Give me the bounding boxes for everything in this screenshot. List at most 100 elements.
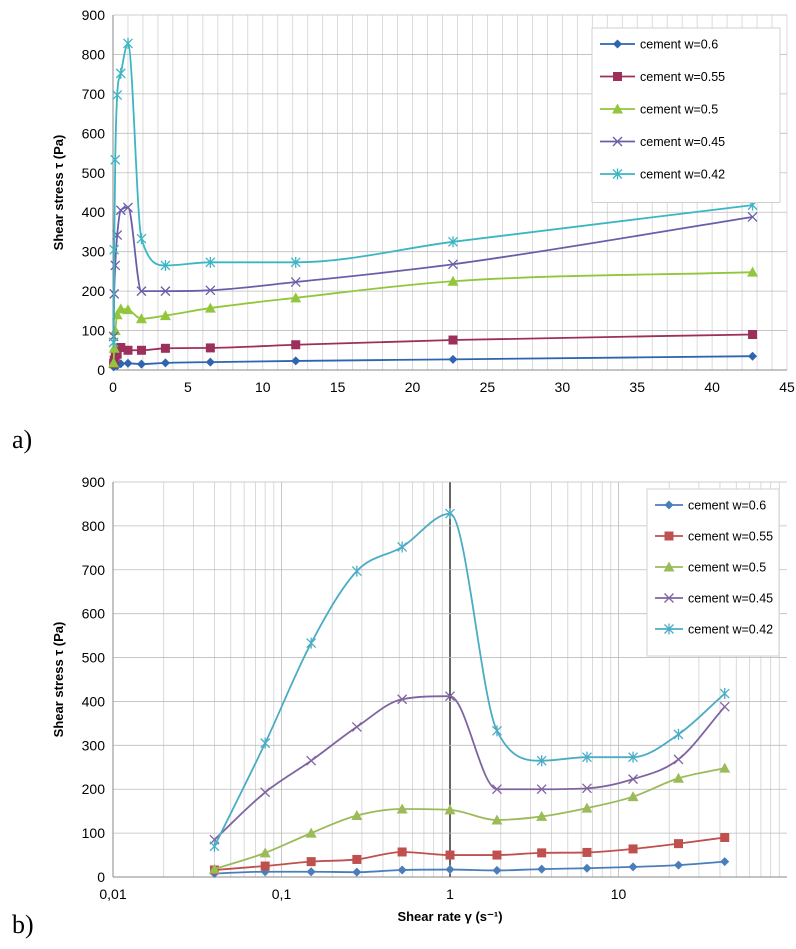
chart-a-series-cement-w-0-5 (108, 266, 759, 368)
chart-a-point-cement-w-0-45 (205, 285, 216, 296)
chart-a-series-cement-w-0-6 (109, 351, 758, 372)
chart-b-point-cement-w-0-45 (536, 784, 547, 795)
chart-a-y-tick-label: 100 (82, 323, 106, 339)
chart-b-legend: cement w=0.6 cement w=0.55 cement w=0.5 cem… (646, 488, 780, 657)
chart-b-point-cement-w-0-5 (719, 762, 731, 773)
chart-a-legend-marker-cement-w-0-42 (612, 168, 623, 180)
chart-a-point-cement-w-0-6 (205, 357, 215, 367)
chart-b-point-cement-w-0-5 (208, 863, 220, 874)
chart-a-point-cement-w-0-45 (160, 286, 171, 297)
chart-a-x-tick-label: 25 (480, 379, 496, 395)
chart-b-point-cement-w-0-5 (259, 847, 271, 858)
chart-a-point-cement-w-0-6 (448, 354, 458, 364)
chart-a-legend-marker-cement-w-0-5 (612, 103, 623, 114)
chart-b-x-axis-title: Shear rate γ (s⁻¹) (397, 909, 502, 924)
chart-a-point-cement-w-0-42 (205, 256, 216, 268)
chart-b-point-cement-w-0-55 (582, 847, 592, 857)
chart-a-series-cement-w-0-45 (108, 202, 758, 342)
chart-b-legend-marker-cement-w-0-45 (664, 593, 674, 603)
chart-b: 0 100 200 300 400 500 600 700 800 900 0,01 0,1 1 10 Sh… (51, 474, 787, 924)
chart-a-point-cement-w-0-45 (123, 202, 133, 213)
chart-b-legend-label-cement-w-0-45: cement w=0.45 (688, 592, 773, 606)
chart-a-point-cement-w-0-42 (136, 233, 147, 245)
chart-a-legend-label-cement-w-0-6: cement w=0.6 (640, 38, 718, 52)
chart-a-y-tick-label: 800 (82, 46, 106, 62)
chart-a-legend: cement w=0.6 cement w=0.55 cement w=0.5 cem… (591, 27, 781, 203)
chart-b-series-cement-w-0-45 (209, 691, 730, 845)
chart-b-point-cement-w-0-5 (672, 772, 684, 783)
chart-a-x-tick-label: 0 (109, 379, 117, 395)
chart-b-line-cement-w-0-5 (214, 767, 725, 870)
chart-a-x-tick-label: 30 (555, 379, 571, 395)
chart-b-point-cement-w-0-55 (720, 833, 730, 842)
chart-b-point-cement-w-0-45 (351, 721, 362, 732)
chart-a-point-cement-w-0-42 (108, 336, 119, 348)
chart-a-point-cement-w-0-42 (160, 259, 171, 271)
chart-b-point-cement-w-0-6 (720, 857, 730, 867)
chart-a-point-cement-w-0-45 (290, 277, 301, 287)
chart-b-point-cement-w-0-42 (719, 688, 730, 700)
chart-a-y-tick-label: 500 (82, 165, 106, 181)
chart-a-legend-marker-cement-w-0-6 (613, 39, 622, 49)
chart-a-point-cement-w-0-5 (135, 313, 147, 324)
chart-a-x-tick-label: 40 (704, 379, 720, 395)
chart-b-point-cement-w-0-42 (397, 541, 408, 553)
chart-b-point-cement-w-0-45 (673, 754, 684, 765)
chart-b-point-cement-w-0-55 (628, 844, 638, 854)
chart-b-point-cement-w-0-45 (260, 787, 271, 798)
chart-b-series-cement-w-0-6 (209, 857, 730, 878)
chart-b-y-tick-label: 100 (82, 825, 106, 841)
chart-a-point-cement-w-0-5 (290, 292, 302, 303)
chart-a-point-cement-w-0-5 (159, 310, 171, 321)
chart-a-point-cement-w-0-42 (109, 244, 120, 256)
chart-b-legend-label-cement-w-0-55: cement w=0.55 (688, 530, 773, 544)
chart-b-point-cement-w-0-45 (628, 774, 639, 785)
chart-b-point-cement-w-0-42 (582, 751, 592, 763)
chart-b-point-cement-w-0-5 (491, 814, 503, 825)
chart-a-point-cement-w-0-5 (447, 275, 459, 286)
chart-a-y-tick-label: 600 (82, 125, 106, 141)
chart-b-y-tick-label: 200 (82, 781, 106, 797)
chart-b-point-cement-w-0-55 (306, 857, 316, 867)
chart-a-point-cement-w-0-55 (123, 345, 133, 355)
chart-a-point-cement-w-0-42 (290, 256, 301, 268)
chart-b-point-cement-w-0-5 (536, 810, 548, 821)
chart-a-point-cement-w-0-6 (160, 358, 170, 368)
chart-a-point-cement-w-0-42 (115, 67, 126, 79)
chart-b-x-tick-label: 0,1 (272, 886, 292, 902)
chart-a-point-cement-w-0-45 (747, 211, 758, 222)
chart-a-legend-label-cement-w-0-42: cement w=0.42 (640, 168, 725, 182)
chart-a-point-cement-w-0-5 (747, 266, 759, 277)
chart-a-y-tick-label: 200 (82, 283, 106, 299)
chart-a-point-cement-w-0-55 (136, 345, 146, 355)
chart-a-x-tick-label: 10 (255, 379, 271, 395)
chart-a-point-cement-w-0-55 (205, 343, 215, 353)
chart-a-series-cement-w-0-42 (108, 37, 758, 348)
chart-a-point-cement-w-0-6 (123, 358, 133, 368)
chart-a-x-tick-label: 15 (330, 379, 346, 395)
chart-b-y-tick-label: 400 (82, 693, 106, 709)
chart-b-point-cement-w-0-6 (352, 867, 362, 877)
chart-a-legend-label-cement-w-0-5: cement w=0.5 (640, 103, 718, 117)
chart-b-y-tick-label: 300 (82, 737, 106, 753)
chart-b-point-cement-w-0-55 (352, 854, 362, 864)
chart-a-legend-label-cement-w-0-55: cement w=0.55 (640, 70, 725, 84)
chart-b-y-tick-label: 900 (82, 474, 106, 490)
chart-a-point-cement-w-0-55 (748, 330, 758, 339)
chart-a-point-cement-w-0-55 (291, 340, 301, 350)
chart-b-legend-marker-cement-w-0-55 (664, 531, 674, 541)
chart-b-point-cement-w-0-55 (260, 861, 270, 871)
chart-a-point-cement-w-0-55 (448, 335, 458, 345)
chart-b-point-cement-w-0-55 (445, 850, 455, 860)
chart-b-point-cement-w-0-6 (306, 867, 316, 877)
chart-b-point-cement-w-0-42 (492, 725, 502, 737)
chart-a-point-cement-w-0-42 (112, 89, 123, 101)
chart-b-point-cement-w-0-42 (260, 737, 271, 749)
chart-b-point-cement-w-0-42 (673, 728, 684, 740)
chart-a-point-cement-w-0-6 (748, 351, 758, 361)
chart-b-point-cement-w-0-5 (396, 803, 408, 814)
chart-a-point-cement-w-0-45 (136, 286, 147, 297)
chart-b-point-cement-w-0-55 (397, 847, 407, 857)
chart-a-point-cement-w-0-6 (136, 359, 146, 369)
